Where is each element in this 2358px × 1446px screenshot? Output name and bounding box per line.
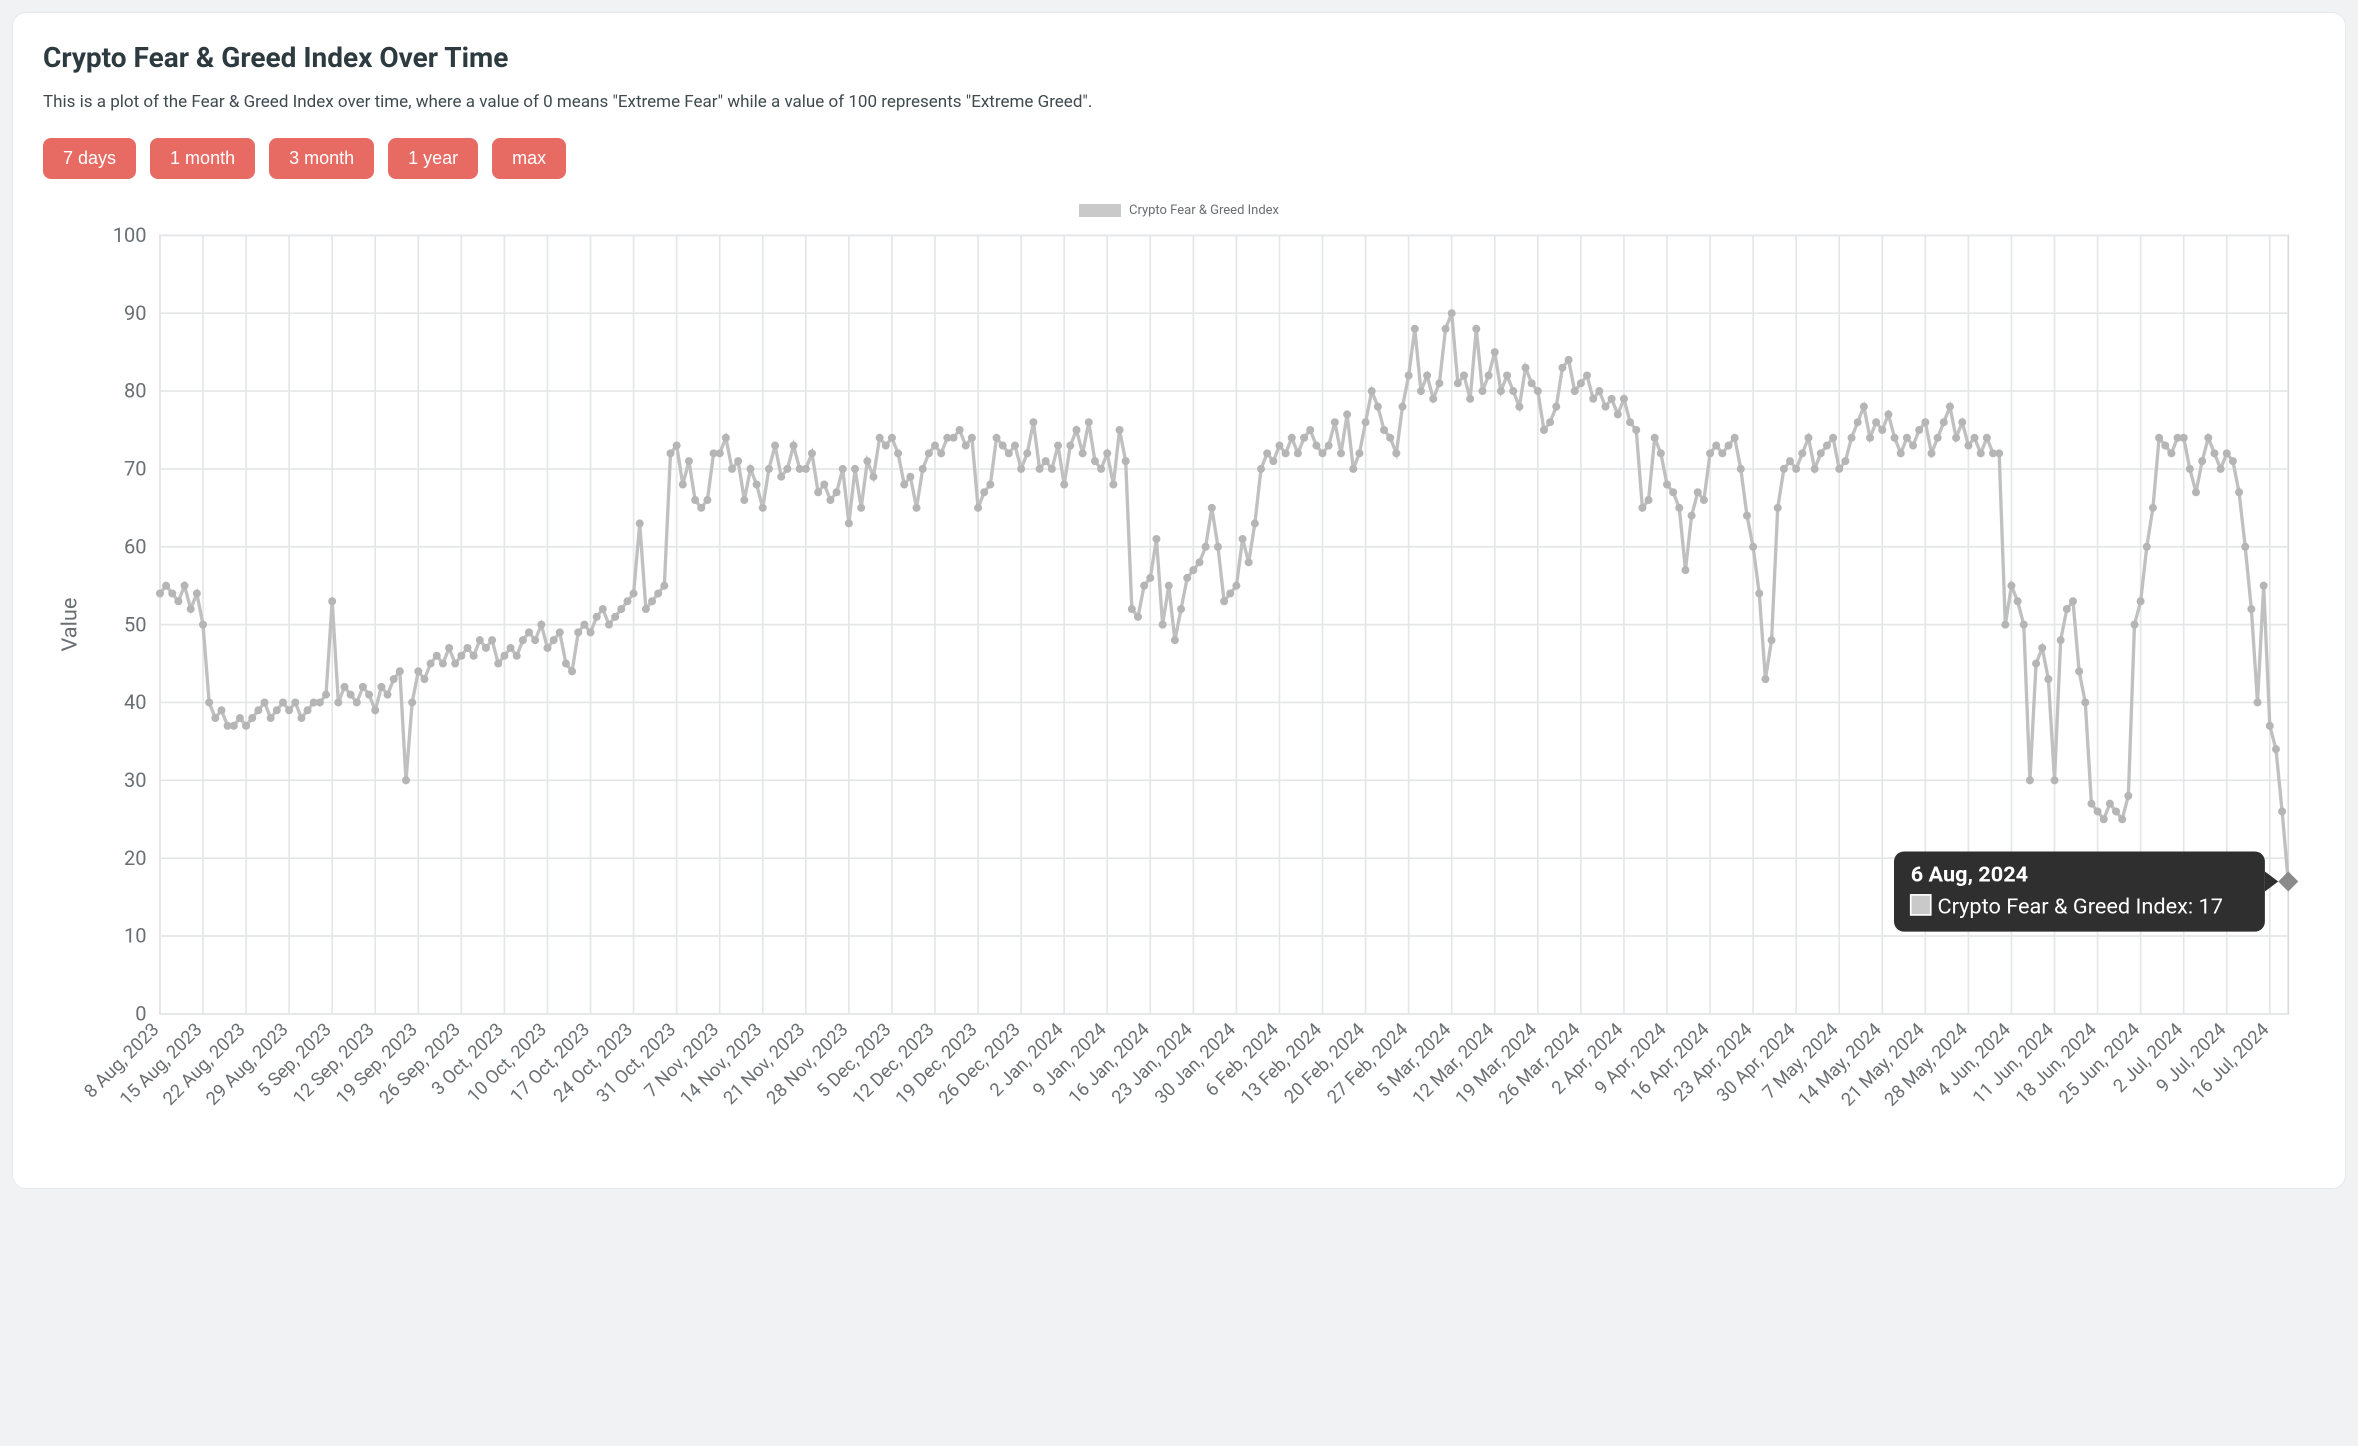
range-1year-button[interactable]: 1 year [388, 138, 478, 179]
range-3month-button[interactable]: 3 month [269, 138, 374, 179]
page-title: Crypto Fear & Greed Index Over Time [43, 41, 2315, 74]
svg-text:100: 100 [113, 223, 147, 247]
range-button-row: 7 days 1 month 3 month 1 year max [43, 138, 2315, 179]
svg-text:90: 90 [124, 300, 147, 324]
chart-legend: Crypto Fear & Greed Index [43, 203, 2315, 218]
chart-svg[interactable]: 01020304050607080901008 Aug, 202315 Aug,… [43, 222, 2315, 1174]
range-max-button[interactable]: max [492, 138, 566, 179]
svg-text:Crypto Fear & Greed Index: 17: Crypto Fear & Greed Index: 17 [1937, 894, 2223, 919]
svg-text:50: 50 [124, 612, 147, 636]
legend-label: Crypto Fear & Greed Index [1129, 203, 1279, 218]
chart-card: Crypto Fear & Greed Index Over Time This… [12, 12, 2346, 1189]
svg-text:40: 40 [124, 690, 147, 714]
svg-text:70: 70 [124, 456, 147, 480]
range-7days-button[interactable]: 7 days [43, 138, 136, 179]
svg-text:80: 80 [124, 378, 147, 402]
legend-swatch [1079, 204, 1121, 217]
page-subtitle: This is a plot of the Fear & Greed Index… [43, 90, 2315, 116]
svg-text:6 Aug, 2024: 6 Aug, 2024 [1911, 862, 2028, 887]
chart-container: Crypto Fear & Greed Index 01020304050607… [43, 203, 2315, 1174]
svg-text:60: 60 [124, 534, 147, 558]
svg-text:10: 10 [124, 923, 147, 947]
svg-text:20: 20 [124, 845, 147, 869]
svg-text:30: 30 [124, 767, 147, 791]
svg-text:Value: Value [57, 597, 82, 651]
range-1month-button[interactable]: 1 month [150, 138, 255, 179]
